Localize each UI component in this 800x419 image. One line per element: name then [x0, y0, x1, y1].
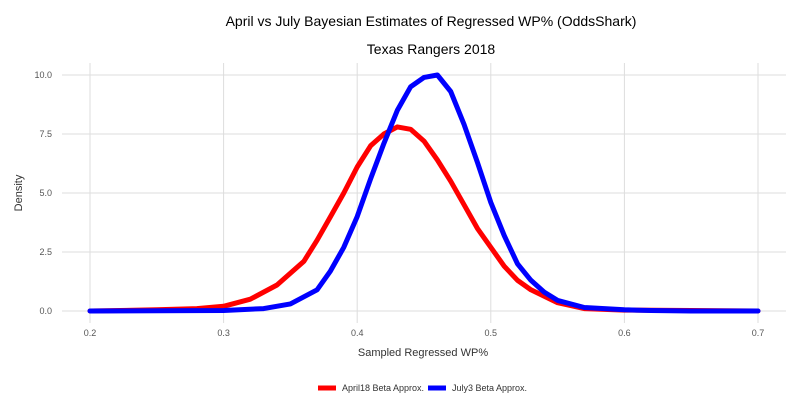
x-tick-label: 0.2 [84, 328, 97, 338]
grid-lines [62, 63, 786, 323]
x-tick-label: 0.4 [351, 328, 364, 338]
legend: April18 Beta Approx. July3 Beta Approx. [318, 383, 527, 393]
x-tick-label: 0.5 [485, 328, 498, 338]
series-line-0 [87, 124, 761, 314]
x-tick-labels: 0.2 0.3 0.4 0.5 0.6 0.7 [84, 328, 765, 338]
series-lines [87, 72, 761, 314]
y-axis-title: Density [13, 174, 25, 211]
x-axis-title: Sampled Regressed WP% [358, 347, 488, 359]
legend-label: April18 Beta Approx. [342, 383, 424, 393]
y-tick-label: 7.5 [39, 129, 52, 139]
x-tick-label: 0.3 [217, 328, 230, 338]
chart-title: April vs July Bayesian Estimates of Regr… [226, 13, 637, 29]
y-tick-label: 2.5 [39, 247, 52, 257]
x-tick-label: 0.6 [618, 328, 631, 338]
y-tick-label: 5.0 [39, 188, 52, 198]
chart-subtitle: Texas Rangers 2018 [367, 41, 496, 57]
y-tick-label: 0.0 [39, 306, 52, 316]
y-tick-label: 10.0 [34, 70, 52, 80]
y-tick-labels: 0.0 2.5 5.0 7.5 10.0 [34, 70, 52, 316]
series-line-1 [87, 72, 761, 314]
x-tick-label: 0.7 [752, 328, 765, 338]
legend-label: July3 Beta Approx. [452, 383, 527, 393]
